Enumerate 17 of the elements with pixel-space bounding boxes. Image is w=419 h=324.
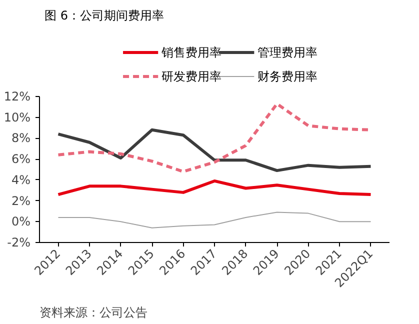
text: 资料来源：公司公告 [40, 306, 148, 320]
line-series [58, 212, 372, 228]
y-tick-label: -2% [7, 236, 31, 250]
line-series [56, 179, 372, 196]
y-tick-label: 10% [4, 110, 30, 124]
chart-title: 图 6：公司期间费用率 [44, 8, 164, 22]
y-tick-label: 12% [4, 90, 30, 104]
legend-label: 管理费用率 [258, 46, 318, 60]
legend-label: 研发费用率 [161, 70, 222, 84]
y-tick-label: 2% [11, 194, 31, 208]
legend-label: 销售费用率 [160, 46, 222, 60]
y-tick-label: 4% [11, 172, 31, 187]
y-tick-label: 6% [11, 152, 31, 166]
y-tick-label: 8% [11, 131, 31, 146]
legend-label: 财务费用率 [258, 70, 318, 84]
y-tick-label: 0% [11, 214, 31, 229]
line-series [56, 128, 372, 172]
